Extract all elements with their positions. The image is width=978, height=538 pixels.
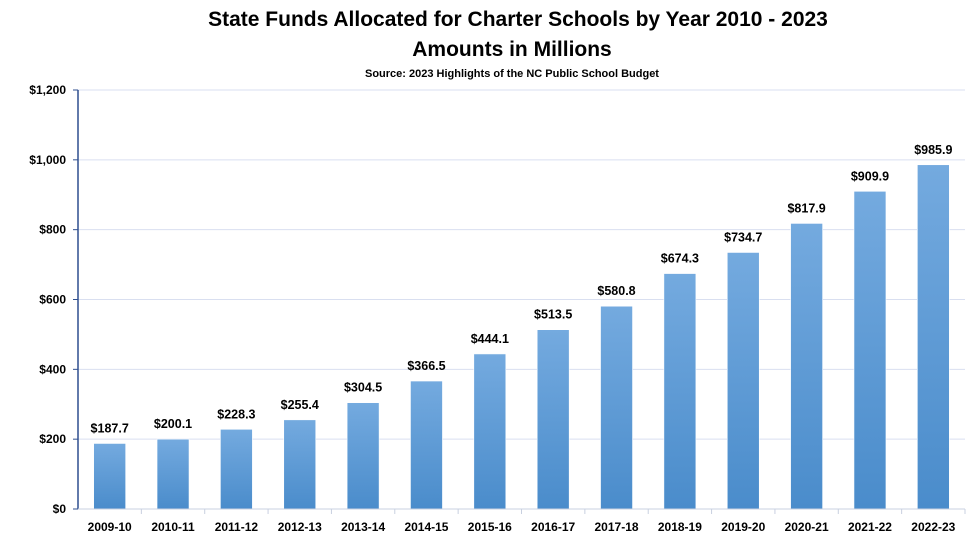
x-tick-label: 2020-21 [785,520,829,534]
bar-2010-11 [156,438,190,510]
y-tick-label: $800 [39,223,66,237]
x-tick-label: 2022-23 [911,520,955,534]
x-tick-label: 2016-17 [531,520,575,534]
bar-2013-14 [346,402,380,510]
data-label: $817.9 [787,201,825,215]
data-label: $674.3 [661,252,699,266]
x-tick-label: 2013-14 [341,520,385,534]
x-tick-label: 2015-16 [468,520,512,534]
x-tick-label: 2021-22 [848,520,892,534]
y-tick-label: $1,200 [29,83,66,97]
y-tick-label: $400 [39,362,66,376]
bar-2021-22 [853,190,887,510]
data-label: $513.5 [534,308,572,322]
data-label: $255.4 [281,398,319,412]
x-tick-label: 2009-10 [88,520,132,534]
data-label: $187.7 [91,421,129,435]
data-label: $444.1 [471,332,509,346]
y-tick-label: $600 [39,293,66,307]
data-label: $200.1 [154,417,192,431]
data-label: $580.8 [597,284,635,298]
bar-2017-18 [600,305,633,510]
bar-2018-19 [663,273,697,510]
bar-2015-16 [473,353,507,510]
x-tick-label: 2014-15 [404,520,448,534]
x-tick-label: 2017-18 [595,520,639,534]
data-label: $909.9 [851,169,889,183]
bar-2020-21 [790,223,823,510]
x-tick-label: 2018-19 [658,520,702,534]
bar-2019-20 [726,252,760,510]
data-label: $734.7 [724,230,762,244]
y-tick-label: $200 [39,432,66,446]
bar-2012-13 [283,419,317,510]
chart-subtitle: Amounts in Millions [412,38,612,61]
y-tick-label: $1,000 [29,153,66,167]
bar-2014-15 [410,380,443,510]
x-tick-label: 2019-20 [721,520,765,534]
data-label: $985.9 [914,143,952,157]
x-tick-label: 2012-13 [278,520,322,534]
x-tick-label: 2010-11 [151,520,195,534]
bar-2011-12 [220,428,253,510]
bar-2009-10 [93,443,126,510]
data-label: $366.5 [407,359,445,373]
bar-2016-17 [536,329,570,510]
y-tick-label: $0 [53,502,67,516]
bar-2022-23 [917,164,950,510]
x-tick-label: 2011-12 [215,520,259,534]
chart-title: State Funds Allocated for Charter School… [208,8,828,31]
chart-source: Source: 2023 Highlights of the NC Public… [365,68,659,80]
data-label: $228.3 [217,407,255,421]
data-label: $304.5 [344,381,382,395]
